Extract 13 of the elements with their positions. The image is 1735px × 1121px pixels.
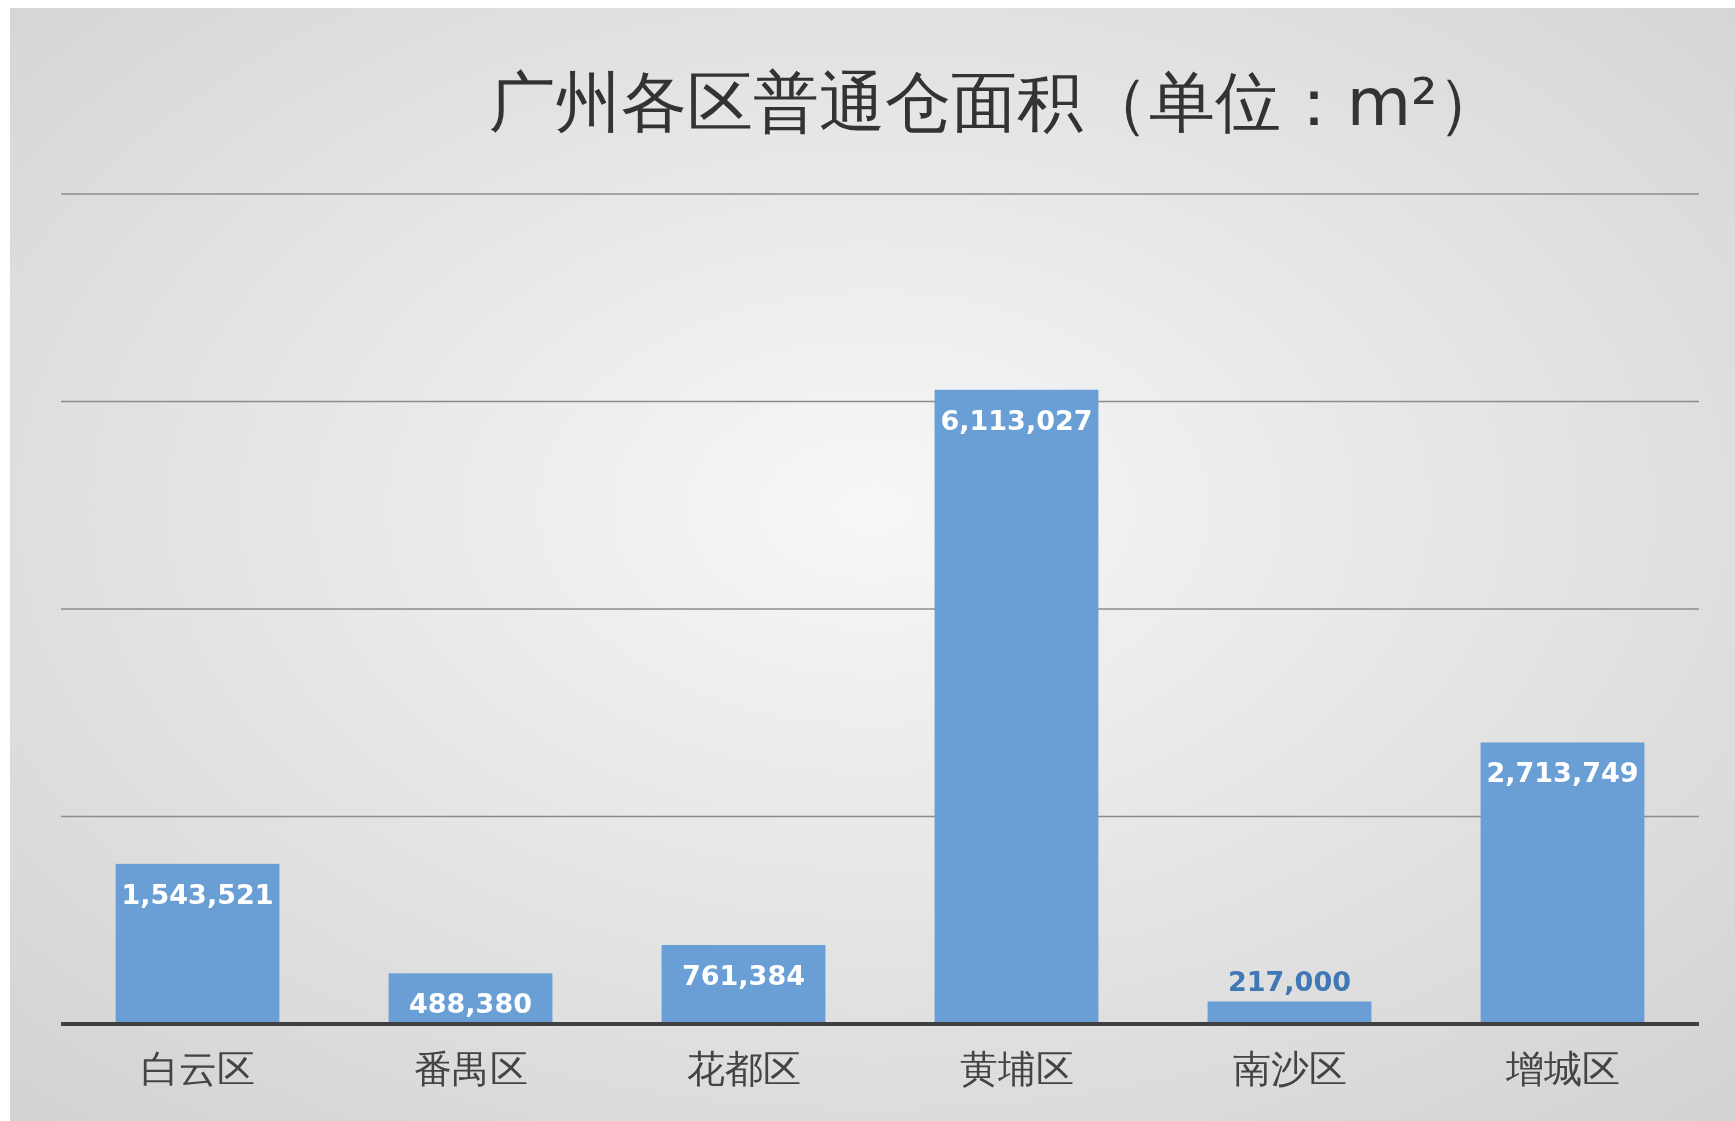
x-tick-label: 增城区 — [1504, 1047, 1620, 1091]
data-label: 2,713,749 — [1486, 757, 1639, 789]
x-tick-label: 南沙区 — [1232, 1047, 1347, 1091]
data-label: 1,543,521 — [121, 878, 274, 910]
data-label: 217,000 — [1228, 966, 1351, 998]
data-label: 761,384 — [682, 960, 805, 992]
x-tick-label: 白云区 — [140, 1047, 255, 1091]
x-tick-label: 花都区 — [686, 1047, 801, 1091]
x-tick-label: 番禺区 — [413, 1047, 528, 1091]
data-label: 6,113,027 — [940, 404, 1093, 436]
data-label: 488,380 — [409, 988, 532, 1020]
x-tick-label: 黄埔区 — [959, 1047, 1074, 1091]
chart-title: 广州各区普通仓面积（单位：m²） — [488, 64, 1504, 141]
